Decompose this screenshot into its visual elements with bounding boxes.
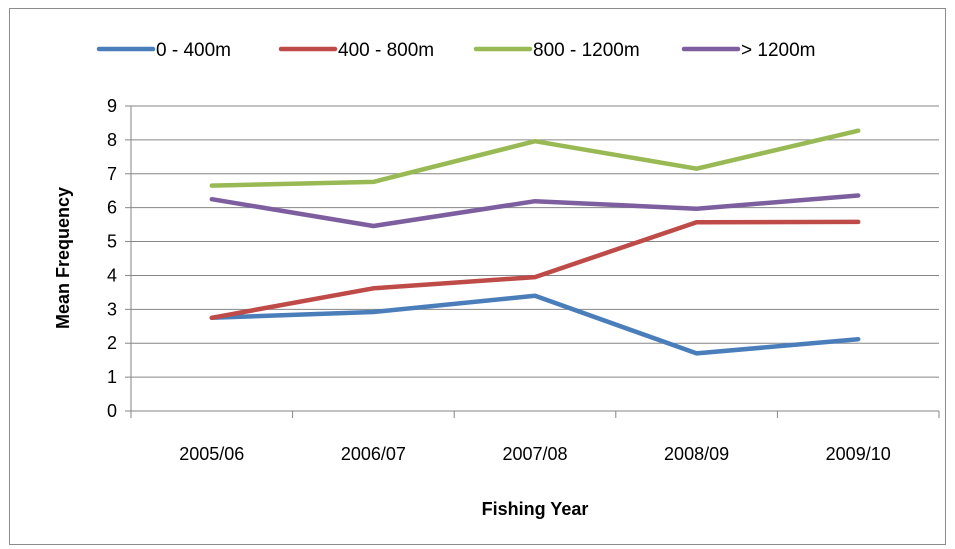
series-line (209, 219, 861, 321)
x-tick-label: 2007/08 (502, 444, 567, 464)
y-axis-title: Mean Frequency (53, 187, 73, 329)
y-tick-label: 8 (107, 130, 117, 150)
gridlines (131, 105, 939, 378)
x-tick-label: 2009/10 (826, 444, 891, 464)
legend-label: 0 - 400m (156, 40, 231, 61)
y-tick-label: 9 (107, 96, 117, 116)
chart-frame (9, 8, 946, 545)
y-tick-label: 1 (107, 367, 117, 387)
legend-label: > 1200m (741, 40, 815, 61)
series-lines (209, 128, 861, 356)
y-tick-label: 2 (107, 333, 117, 353)
y-tick-label: 5 (107, 232, 117, 252)
axes: 0 1 2 3 4 5 6 7 8 9 2005/06 2006/07 2007/08 2008/09 20… (107, 96, 940, 464)
y-tick-label: 4 (107, 265, 117, 285)
legend: 0 - 400m 400 - 800m 800 - 1200m > 1200m (96, 40, 815, 61)
x-tick-label: 2008/09 (664, 444, 729, 464)
legend-label: 400 - 800m (338, 40, 434, 61)
series-line (209, 193, 861, 229)
x-tick-label: 2005/06 (179, 444, 244, 464)
y-tick-label: 6 (107, 198, 117, 218)
series-line (209, 128, 861, 188)
y-tick-label: 3 (107, 299, 117, 319)
y-tick-label: 0 (107, 401, 117, 421)
y-tick-label: 7 (107, 164, 117, 184)
series-line (209, 293, 861, 356)
x-tick-label: 2006/07 (341, 444, 406, 464)
legend-label: 800 - 1200m (533, 40, 640, 61)
x-axis-title: Fishing Year (482, 499, 589, 519)
